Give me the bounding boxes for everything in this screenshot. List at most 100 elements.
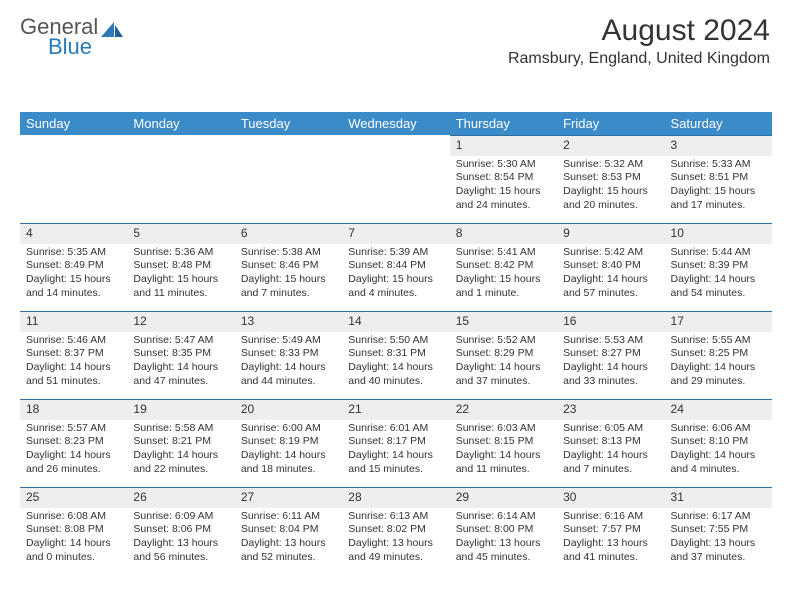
calendar-cell: 11Sunrise: 5:46 AMSunset: 8:37 PMDayligh… <box>20 311 127 399</box>
calendar-cell: 25Sunrise: 6:08 AMSunset: 8:08 PMDayligh… <box>20 487 127 575</box>
day-header: Wednesday <box>342 112 449 135</box>
day-header: Tuesday <box>235 112 342 135</box>
day-number: 21 <box>342 399 449 420</box>
calendar-cell: 8Sunrise: 5:41 AMSunset: 8:42 PMDaylight… <box>450 223 557 311</box>
calendar-cell: 22Sunrise: 6:03 AMSunset: 8:15 PMDayligh… <box>450 399 557 487</box>
calendar-cell: 29Sunrise: 6:14 AMSunset: 8:00 PMDayligh… <box>450 487 557 575</box>
day-text: Sunrise: 6:11 AMSunset: 8:04 PMDaylight:… <box>235 510 342 565</box>
day-text: Sunrise: 5:39 AMSunset: 8:44 PMDaylight:… <box>342 246 449 301</box>
day-header: Friday <box>557 112 664 135</box>
day-number: 17 <box>665 311 772 332</box>
day-text: Sunrise: 5:33 AMSunset: 8:51 PMDaylight:… <box>665 158 772 213</box>
calendar-cell <box>342 135 449 223</box>
calendar-cell: 17Sunrise: 5:55 AMSunset: 8:25 PMDayligh… <box>665 311 772 399</box>
day-number: 26 <box>127 487 234 508</box>
day-text: Sunrise: 6:14 AMSunset: 8:00 PMDaylight:… <box>450 510 557 565</box>
day-number: 7 <box>342 223 449 244</box>
day-number: 6 <box>235 223 342 244</box>
day-text: Sunrise: 5:55 AMSunset: 8:25 PMDaylight:… <box>665 334 772 389</box>
day-number: 16 <box>557 311 664 332</box>
day-text: Sunrise: 5:41 AMSunset: 8:42 PMDaylight:… <box>450 246 557 301</box>
day-number: 4 <box>20 223 127 244</box>
calendar-cell: 26Sunrise: 6:09 AMSunset: 8:06 PMDayligh… <box>127 487 234 575</box>
header-right: August 2024 Ramsbury, England, United Ki… <box>508 14 770 68</box>
calendar-cell: 24Sunrise: 6:06 AMSunset: 8:10 PMDayligh… <box>665 399 772 487</box>
day-header: Sunday <box>20 112 127 135</box>
day-text: Sunrise: 5:53 AMSunset: 8:27 PMDaylight:… <box>557 334 664 389</box>
calendar-cell: 1Sunrise: 5:30 AMSunset: 8:54 PMDaylight… <box>450 135 557 223</box>
calendar-row: 4Sunrise: 5:35 AMSunset: 8:49 PMDaylight… <box>20 223 772 311</box>
day-text: Sunrise: 5:57 AMSunset: 8:23 PMDaylight:… <box>20 422 127 477</box>
day-number: 31 <box>665 487 772 508</box>
day-number: 2 <box>557 135 664 156</box>
calendar-cell: 19Sunrise: 5:58 AMSunset: 8:21 PMDayligh… <box>127 399 234 487</box>
day-number: 22 <box>450 399 557 420</box>
calendar-cell: 14Sunrise: 5:50 AMSunset: 8:31 PMDayligh… <box>342 311 449 399</box>
day-number: 13 <box>235 311 342 332</box>
calendar-cell: 20Sunrise: 6:00 AMSunset: 8:19 PMDayligh… <box>235 399 342 487</box>
day-text: Sunrise: 5:44 AMSunset: 8:39 PMDaylight:… <box>665 246 772 301</box>
calendar-cell: 27Sunrise: 6:11 AMSunset: 8:04 PMDayligh… <box>235 487 342 575</box>
calendar-row: 11Sunrise: 5:46 AMSunset: 8:37 PMDayligh… <box>20 311 772 399</box>
day-header: Saturday <box>665 112 772 135</box>
day-number: 24 <box>665 399 772 420</box>
calendar-cell: 2Sunrise: 5:32 AMSunset: 8:53 PMDaylight… <box>557 135 664 223</box>
calendar-cell: 6Sunrise: 5:38 AMSunset: 8:46 PMDaylight… <box>235 223 342 311</box>
day-number: 15 <box>450 311 557 332</box>
day-number: 28 <box>342 487 449 508</box>
calendar-cell <box>127 135 234 223</box>
day-text: Sunrise: 5:50 AMSunset: 8:31 PMDaylight:… <box>342 334 449 389</box>
calendar-row: 1Sunrise: 5:30 AMSunset: 8:54 PMDaylight… <box>20 135 772 223</box>
day-number: 23 <box>557 399 664 420</box>
day-number: 10 <box>665 223 772 244</box>
logo-sail-icon <box>101 20 123 38</box>
calendar: SundayMondayTuesdayWednesdayThursdayFrid… <box>20 112 772 575</box>
day-text: Sunrise: 5:58 AMSunset: 8:21 PMDaylight:… <box>127 422 234 477</box>
calendar-cell: 13Sunrise: 5:49 AMSunset: 8:33 PMDayligh… <box>235 311 342 399</box>
day-text: Sunrise: 5:38 AMSunset: 8:46 PMDaylight:… <box>235 246 342 301</box>
calendar-cell: 5Sunrise: 5:36 AMSunset: 8:48 PMDaylight… <box>127 223 234 311</box>
calendar-cell: 12Sunrise: 5:47 AMSunset: 8:35 PMDayligh… <box>127 311 234 399</box>
day-text: Sunrise: 5:49 AMSunset: 8:33 PMDaylight:… <box>235 334 342 389</box>
day-text: Sunrise: 6:03 AMSunset: 8:15 PMDaylight:… <box>450 422 557 477</box>
calendar-cell: 4Sunrise: 5:35 AMSunset: 8:49 PMDaylight… <box>20 223 127 311</box>
day-header: Thursday <box>450 112 557 135</box>
day-number: 19 <box>127 399 234 420</box>
calendar-body: 1Sunrise: 5:30 AMSunset: 8:54 PMDaylight… <box>20 135 772 575</box>
day-text: Sunrise: 5:32 AMSunset: 8:53 PMDaylight:… <box>557 158 664 213</box>
calendar-cell: 18Sunrise: 5:57 AMSunset: 8:23 PMDayligh… <box>20 399 127 487</box>
day-number: 8 <box>450 223 557 244</box>
location: Ramsbury, England, United Kingdom <box>508 50 770 68</box>
month-title: August 2024 <box>508 14 770 48</box>
calendar-cell: 7Sunrise: 5:39 AMSunset: 8:44 PMDaylight… <box>342 223 449 311</box>
day-text: Sunrise: 5:52 AMSunset: 8:29 PMDaylight:… <box>450 334 557 389</box>
day-text: Sunrise: 6:17 AMSunset: 7:55 PMDaylight:… <box>665 510 772 565</box>
day-number: 9 <box>557 223 664 244</box>
calendar-cell <box>20 135 127 223</box>
day-text: Sunrise: 6:00 AMSunset: 8:19 PMDaylight:… <box>235 422 342 477</box>
day-text: Sunrise: 5:35 AMSunset: 8:49 PMDaylight:… <box>20 246 127 301</box>
day-number: 20 <box>235 399 342 420</box>
day-text: Sunrise: 5:30 AMSunset: 8:54 PMDaylight:… <box>450 158 557 213</box>
day-number: 29 <box>450 487 557 508</box>
day-text: Sunrise: 6:16 AMSunset: 7:57 PMDaylight:… <box>557 510 664 565</box>
day-number: 30 <box>557 487 664 508</box>
day-number: 3 <box>665 135 772 156</box>
calendar-cell: 31Sunrise: 6:17 AMSunset: 7:55 PMDayligh… <box>665 487 772 575</box>
calendar-cell: 3Sunrise: 5:33 AMSunset: 8:51 PMDaylight… <box>665 135 772 223</box>
day-number: 27 <box>235 487 342 508</box>
day-number: 14 <box>342 311 449 332</box>
day-text: Sunrise: 5:47 AMSunset: 8:35 PMDaylight:… <box>127 334 234 389</box>
calendar-row: 25Sunrise: 6:08 AMSunset: 8:08 PMDayligh… <box>20 487 772 575</box>
day-number: 11 <box>20 311 127 332</box>
calendar-cell: 23Sunrise: 6:05 AMSunset: 8:13 PMDayligh… <box>557 399 664 487</box>
calendar-cell: 28Sunrise: 6:13 AMSunset: 8:02 PMDayligh… <box>342 487 449 575</box>
day-number: 1 <box>450 135 557 156</box>
calendar-header-row: SundayMondayTuesdayWednesdayThursdayFrid… <box>20 112 772 135</box>
calendar-row: 18Sunrise: 5:57 AMSunset: 8:23 PMDayligh… <box>20 399 772 487</box>
day-number: 25 <box>20 487 127 508</box>
day-text: Sunrise: 6:06 AMSunset: 8:10 PMDaylight:… <box>665 422 772 477</box>
day-text: Sunrise: 6:08 AMSunset: 8:08 PMDaylight:… <box>20 510 127 565</box>
day-number: 12 <box>127 311 234 332</box>
day-header: Monday <box>127 112 234 135</box>
